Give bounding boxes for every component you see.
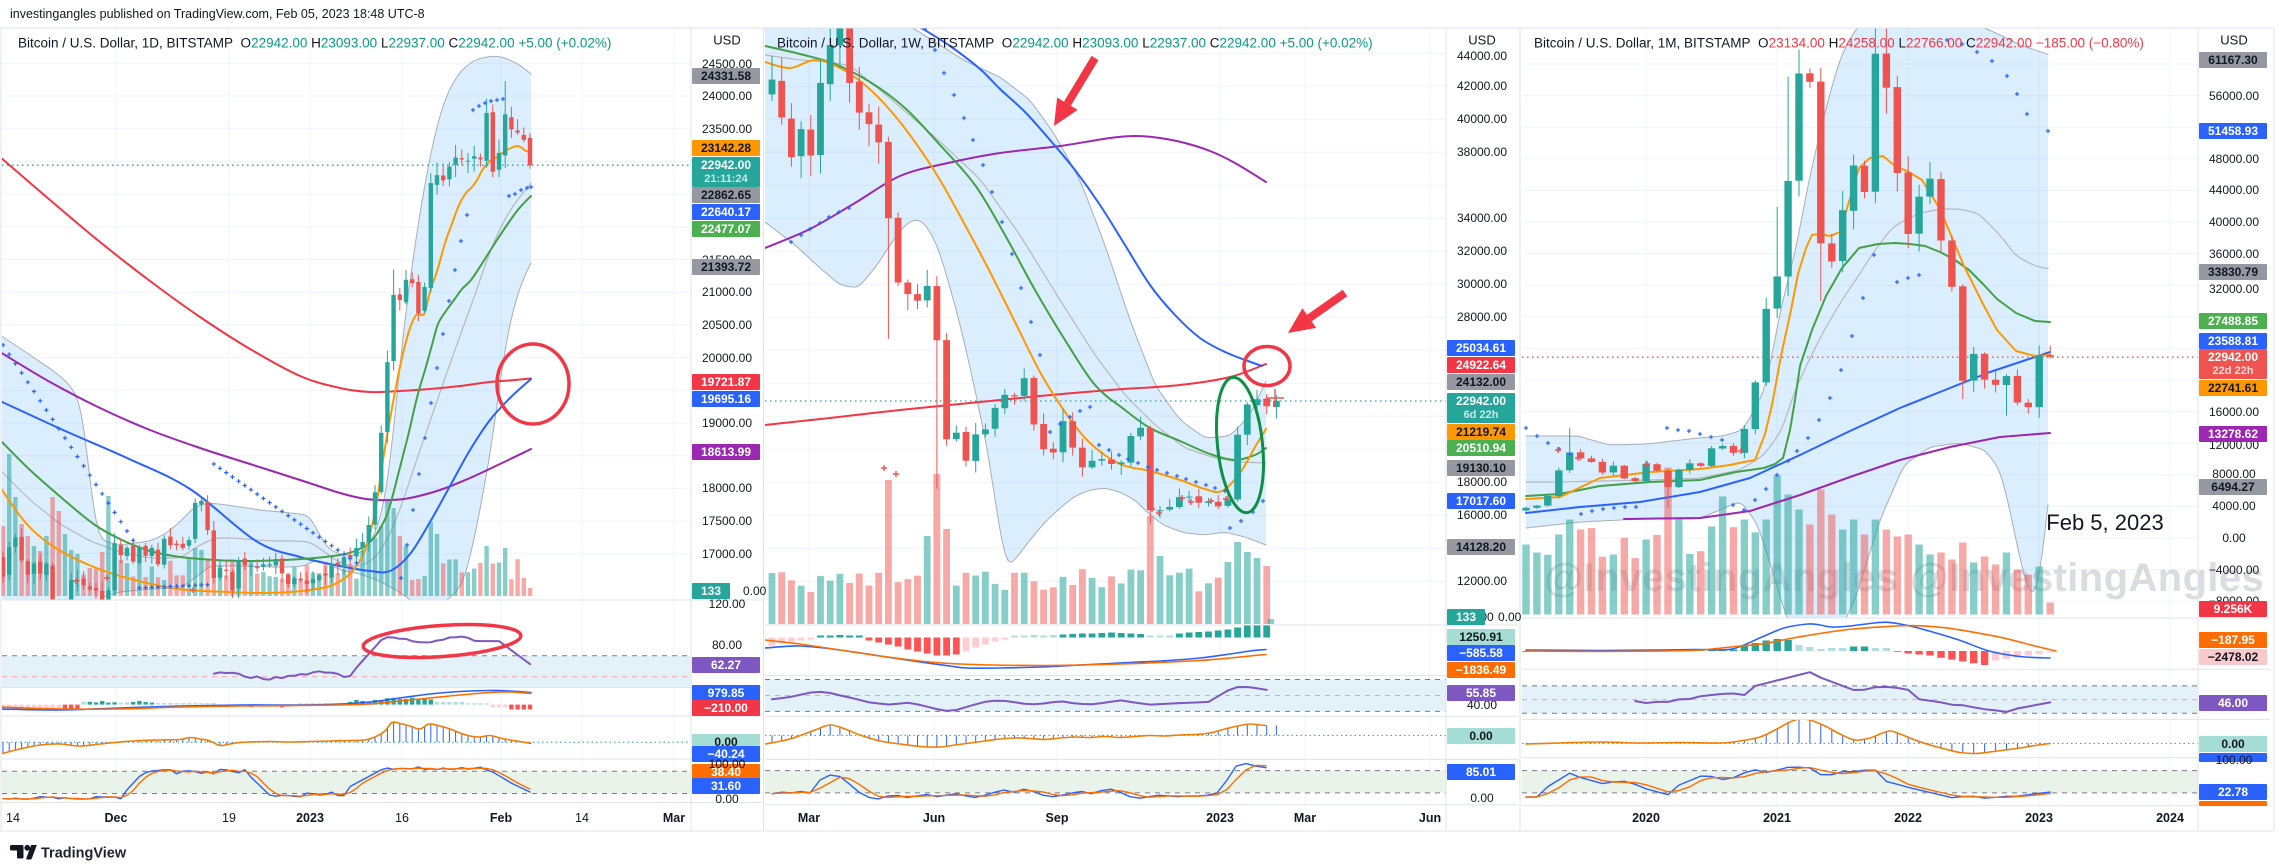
svg-text:@InvestingAngles @InvestingAng: @InvestingAngles @InvestingAngles [1544, 556, 2264, 600]
svg-text:TradingView: TradingView [41, 846, 127, 862]
